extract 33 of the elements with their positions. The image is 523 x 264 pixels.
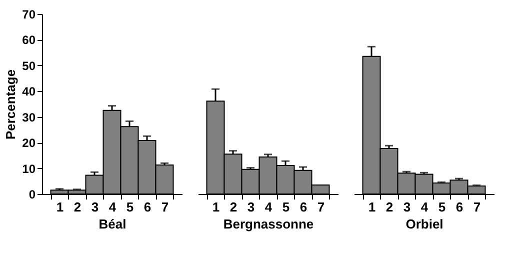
y-axis-title: Percentage <box>3 69 18 140</box>
x-tick-label: 7 <box>473 200 481 214</box>
y-tick-label: 40 <box>22 84 36 99</box>
x-tick-label: 1 <box>212 200 220 214</box>
x-tick-label: 6 <box>300 200 308 214</box>
x-tick-label: 7 <box>161 200 169 214</box>
x-tick-label: 4 <box>108 200 117 214</box>
x-tick-label: 4 <box>264 200 273 214</box>
x-tick-label: 2 <box>230 200 238 214</box>
x-tick-label: 6 <box>144 200 152 214</box>
y-tick-label: 50 <box>22 58 36 73</box>
x-tick-label: 1 <box>368 200 376 214</box>
y-tick-label: 60 <box>22 33 36 48</box>
x-axis-title: Bergnassonne <box>223 216 314 232</box>
y-tick-label: 10 <box>22 162 36 176</box>
x-tick-label: 6 <box>456 200 464 214</box>
y-tick-label: 20 <box>22 136 36 150</box>
x-tick-label: 1 <box>56 200 64 214</box>
y-tick-label: 70 <box>22 8 36 22</box>
x-tick-label: 3 <box>91 200 99 214</box>
x-tick-label: 7 <box>317 200 325 214</box>
x-tick-label: 2 <box>74 200 82 214</box>
x-axis-title: Béal <box>98 216 126 232</box>
x-tick-label: 5 <box>282 200 290 214</box>
x-tick-label: 3 <box>403 200 411 214</box>
x-tick-label: 5 <box>438 200 446 214</box>
x-tick-label: 5 <box>126 200 134 214</box>
x-axis-title: Orbiel <box>406 216 444 232</box>
y-tick-label: 0 <box>28 188 36 202</box>
x-tick-label: 4 <box>420 200 429 214</box>
x-tick-label: 2 <box>386 200 394 214</box>
y-tick-label: 30 <box>22 110 36 124</box>
x-tick-label: 3 <box>247 200 255 214</box>
